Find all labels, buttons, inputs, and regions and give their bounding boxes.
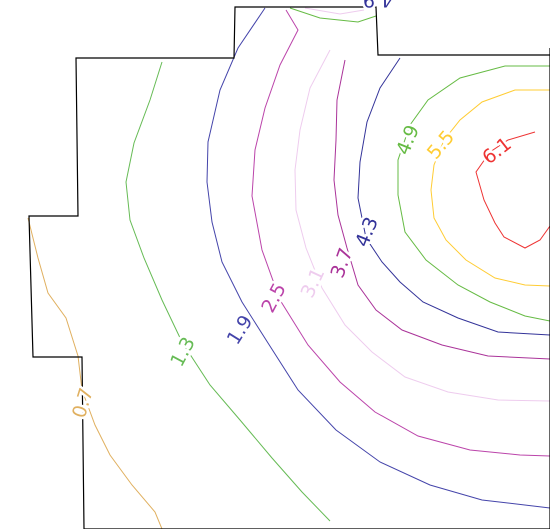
contour-label-top-partial: 4.9 bbox=[363, 0, 393, 11]
contour-line-1.9 bbox=[206, 7, 550, 509]
contour-line-top-short bbox=[289, 7, 377, 23]
contour-line-1.3 bbox=[125, 61, 331, 522]
contour-line-4.9 bbox=[397, 65, 550, 322]
contour-line-2.5 bbox=[251, 9, 550, 457]
contour-line-4.3 bbox=[357, 57, 550, 336]
contour-lines bbox=[27, 7, 550, 529]
contour-line-6.1 bbox=[475, 131, 550, 249]
contour-line-3.7 bbox=[333, 59, 550, 360]
contour-line-3.1 bbox=[294, 49, 550, 402]
contour-line-top-short-2 bbox=[304, 7, 365, 15]
contour-line-5.5 bbox=[430, 89, 550, 287]
domain-boundary bbox=[28, 6, 550, 529]
